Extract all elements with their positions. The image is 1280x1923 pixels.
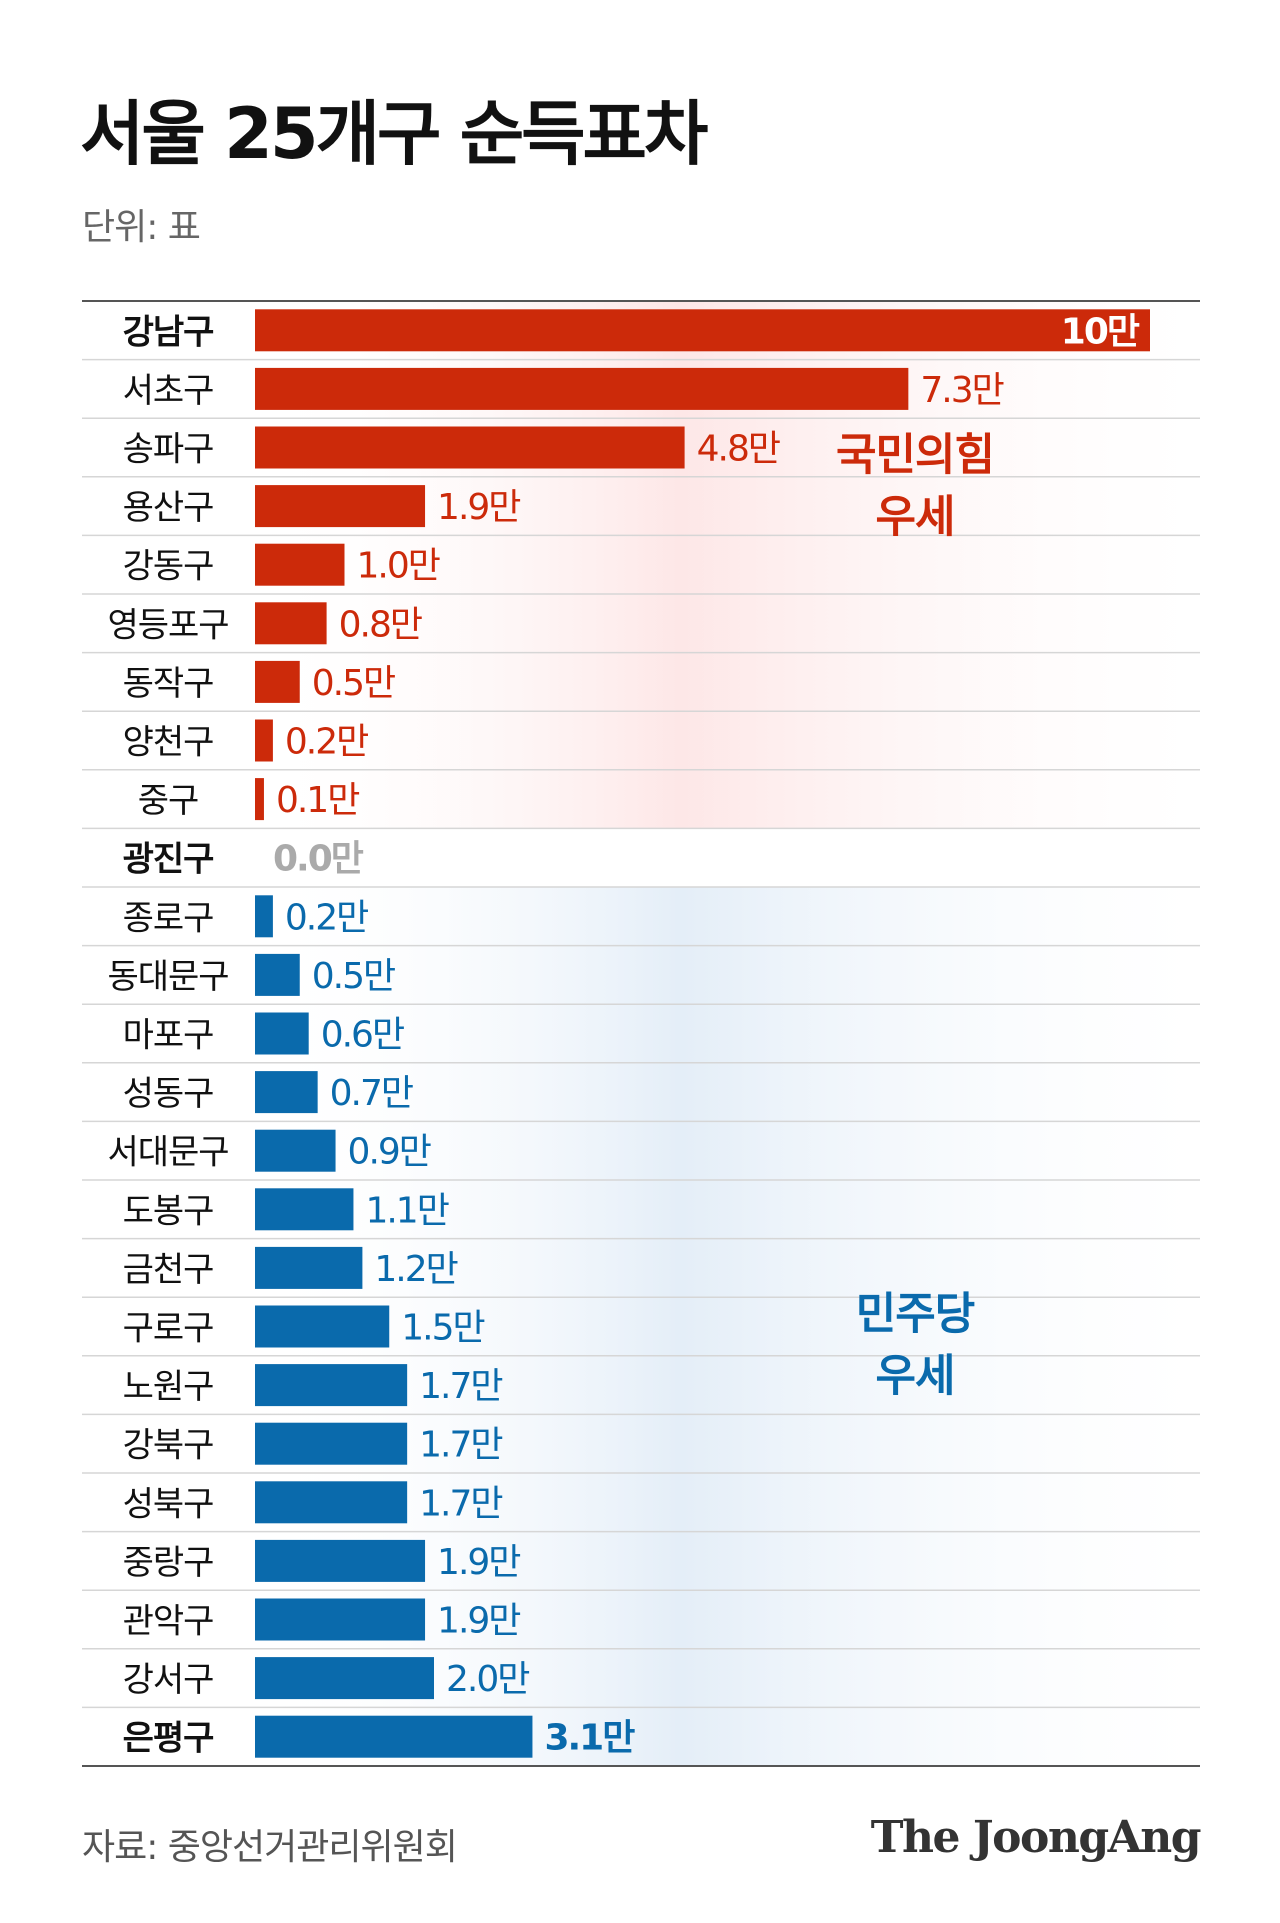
- value-label: 0.7만: [330, 1073, 413, 1114]
- category-label: 마포구: [123, 1016, 214, 1056]
- dp-annotation: 우세: [876, 1351, 955, 1402]
- value-label: 0.0만: [273, 839, 364, 880]
- bar: [255, 1598, 426, 1641]
- category-label: 영등포구: [107, 605, 228, 645]
- category-label: 중구: [138, 781, 199, 821]
- value-label: 0.6만: [321, 1015, 404, 1056]
- bar: [255, 895, 273, 938]
- category-label: 도봉구: [123, 1191, 214, 1231]
- category-label: 동대문구: [107, 957, 228, 997]
- value-label: 1.2만: [374, 1249, 457, 1290]
- value-label: 1.9만: [437, 1542, 520, 1583]
- value-label: 2.0만: [446, 1659, 529, 1700]
- bar: [255, 1539, 426, 1582]
- bar: [255, 1305, 390, 1348]
- bar: [255, 1715, 533, 1758]
- chart-title: 서울 25개구 순득표차: [80, 93, 708, 175]
- value-label: 4.8만: [697, 429, 780, 470]
- value-label: 1.7만: [419, 1483, 502, 1524]
- category-label: 강동구: [123, 547, 214, 587]
- category-label: 중랑구: [123, 1543, 214, 1583]
- category-label: 금천구: [123, 1250, 214, 1290]
- bar: [255, 1364, 408, 1407]
- value-label: 1.5만: [401, 1308, 484, 1349]
- bar: [255, 719, 273, 762]
- category-label: 강북구: [123, 1426, 214, 1466]
- bar: [255, 1422, 408, 1465]
- category-label: 은평구: [123, 1719, 215, 1759]
- value-label: 1.0만: [357, 546, 440, 587]
- value-label: 1.9만: [437, 1601, 520, 1642]
- bar: [255, 1188, 354, 1231]
- value-label: 1.1만: [365, 1190, 448, 1231]
- category-label: 종로구: [123, 898, 214, 938]
- dp-annotation: 민주당: [856, 1289, 975, 1340]
- value-label: 0.1만: [276, 780, 359, 821]
- category-label: 광진구: [123, 840, 215, 880]
- category-label: 용산구: [123, 488, 214, 528]
- bar: [255, 1012, 309, 1055]
- category-label: 동작구: [123, 664, 214, 704]
- category-label: 강서구: [123, 1660, 214, 1700]
- bar: [255, 1657, 434, 1700]
- value-label: 1.9만: [437, 487, 520, 528]
- bar: [255, 309, 1150, 352]
- value-label: 10만: [1061, 311, 1140, 352]
- category-label: 양천구: [123, 723, 214, 763]
- value-label: 0.5만: [312, 663, 395, 704]
- bar: [255, 778, 264, 821]
- category-label: 송파구: [123, 430, 214, 470]
- bar: [255, 367, 909, 410]
- bar: [255, 602, 327, 645]
- category-label: 성동구: [123, 1074, 214, 1114]
- category-label: 서대문구: [107, 1133, 228, 1173]
- bar: [255, 1246, 363, 1289]
- bar: [255, 953, 300, 996]
- value-label: 3.1만: [544, 1718, 635, 1759]
- value-label: 0.8만: [339, 604, 422, 645]
- category-label: 성북구: [123, 1484, 214, 1524]
- unit-label: 단위: 표: [82, 207, 201, 248]
- value-label: 7.3만: [920, 370, 1003, 411]
- bar: [255, 1071, 318, 1114]
- category-label: 관악구: [123, 1602, 214, 1642]
- value-label: 0.2만: [285, 722, 368, 763]
- value-label: 0.9만: [348, 1132, 431, 1173]
- bar: [255, 1129, 336, 1172]
- value-label: 1.7만: [419, 1366, 502, 1407]
- ppp-annotation: 국민의힘: [836, 430, 994, 481]
- source-note: 자료: 중앙선거관리위원회: [82, 1827, 458, 1868]
- category-label: 서초구: [123, 371, 214, 411]
- bar: [255, 485, 426, 528]
- value-label: 0.2만: [285, 897, 368, 938]
- brand-logo: The JoongAng: [870, 1812, 1202, 1863]
- value-label: 0.5만: [312, 956, 395, 997]
- category-label: 강남구: [123, 312, 215, 352]
- bar: [255, 660, 300, 703]
- ppp-annotation: 우세: [876, 492, 955, 543]
- bar: [255, 426, 685, 469]
- category-label: 구로구: [123, 1309, 214, 1349]
- category-label: 노원구: [123, 1367, 214, 1407]
- bar: [255, 1481, 408, 1524]
- bar: [255, 543, 345, 586]
- value-label: 1.7만: [419, 1425, 502, 1466]
